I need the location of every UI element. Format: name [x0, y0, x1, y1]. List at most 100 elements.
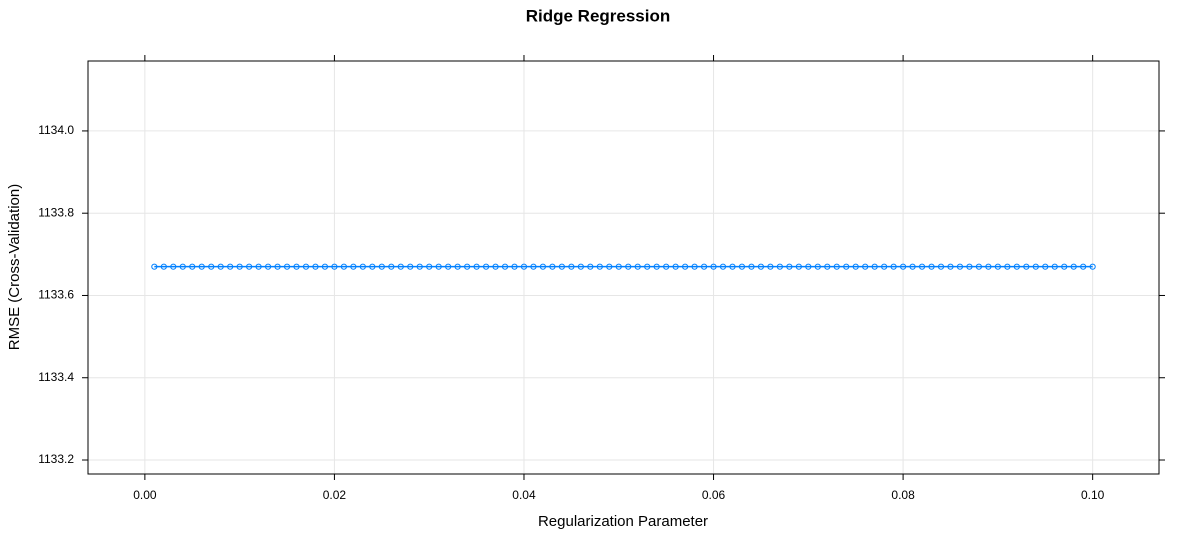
point [615, 263, 622, 270]
point [208, 263, 215, 270]
point [501, 263, 509, 270]
point [672, 263, 679, 270]
point [340, 263, 348, 270]
point [937, 263, 945, 270]
point [682, 263, 689, 270]
point [1013, 263, 1020, 270]
point [1004, 263, 1011, 270]
y-tick-label: 1133.8 [38, 205, 74, 219]
point [634, 263, 641, 270]
point [862, 263, 869, 270]
point [407, 263, 414, 270]
point [293, 263, 300, 270]
point [264, 263, 272, 270]
point [426, 263, 433, 270]
point [435, 263, 442, 270]
point [710, 263, 717, 270]
point [852, 263, 859, 270]
point [350, 263, 357, 270]
y-tick-label: 1134.0 [38, 123, 74, 137]
point [464, 263, 471, 270]
point [1089, 263, 1096, 270]
x-tick-label: 0.06 [702, 488, 726, 502]
point [312, 263, 319, 270]
point [577, 263, 584, 270]
point [814, 263, 821, 270]
point [700, 263, 708, 270]
point [1070, 263, 1077, 270]
x-tick-label: 0.04 [512, 488, 536, 502]
point [928, 263, 935, 270]
point [482, 263, 490, 270]
point [748, 263, 755, 270]
point [1042, 263, 1049, 270]
point [236, 263, 243, 270]
x-tick-label: 0.00 [133, 488, 157, 502]
point [321, 263, 329, 270]
point [416, 263, 423, 270]
point [966, 263, 973, 270]
y-tick-label: 1133.6 [38, 288, 74, 302]
point [189, 263, 196, 270]
point [1032, 263, 1039, 270]
point [918, 263, 926, 270]
point [227, 263, 234, 270]
point [302, 263, 310, 270]
point [795, 263, 802, 270]
point [985, 263, 992, 270]
point [956, 263, 964, 270]
point [909, 263, 916, 270]
point [530, 263, 537, 270]
point [388, 263, 395, 270]
point [833, 263, 840, 270]
point [653, 263, 660, 270]
point [179, 263, 186, 270]
point [786, 263, 793, 270]
point [994, 263, 1001, 270]
chart-title: Ridge Regression [526, 6, 671, 25]
point [824, 263, 831, 270]
point [283, 263, 291, 270]
point [359, 263, 366, 270]
point [691, 263, 698, 270]
point [596, 263, 603, 270]
point [568, 263, 575, 270]
point [1023, 263, 1030, 270]
x-axis-label: Regularization Parameter [538, 513, 708, 530]
point [331, 263, 338, 270]
point [975, 263, 983, 270]
y-axis-label: RMSE (Cross-Validation) [6, 184, 23, 350]
point [454, 263, 461, 270]
point [1051, 263, 1058, 270]
point [729, 263, 736, 270]
point [520, 263, 528, 270]
point [274, 263, 281, 270]
point [625, 263, 632, 270]
point [881, 263, 888, 270]
x-tick-label: 0.08 [891, 488, 915, 502]
plot-frame [87, 60, 1160, 475]
point [606, 263, 613, 270]
point [947, 263, 954, 270]
point [198, 263, 205, 270]
point [558, 263, 565, 270]
point [151, 263, 158, 270]
point [445, 263, 452, 270]
point [663, 263, 670, 270]
point [255, 263, 262, 270]
point [160, 263, 167, 270]
point [644, 263, 651, 270]
point [776, 263, 783, 270]
point [738, 263, 746, 270]
point [767, 263, 774, 270]
point [378, 263, 385, 270]
point [587, 263, 594, 270]
point [871, 263, 878, 270]
point [1061, 263, 1068, 270]
point [492, 263, 499, 270]
point [246, 263, 253, 270]
point [539, 263, 547, 270]
point [757, 263, 765, 270]
